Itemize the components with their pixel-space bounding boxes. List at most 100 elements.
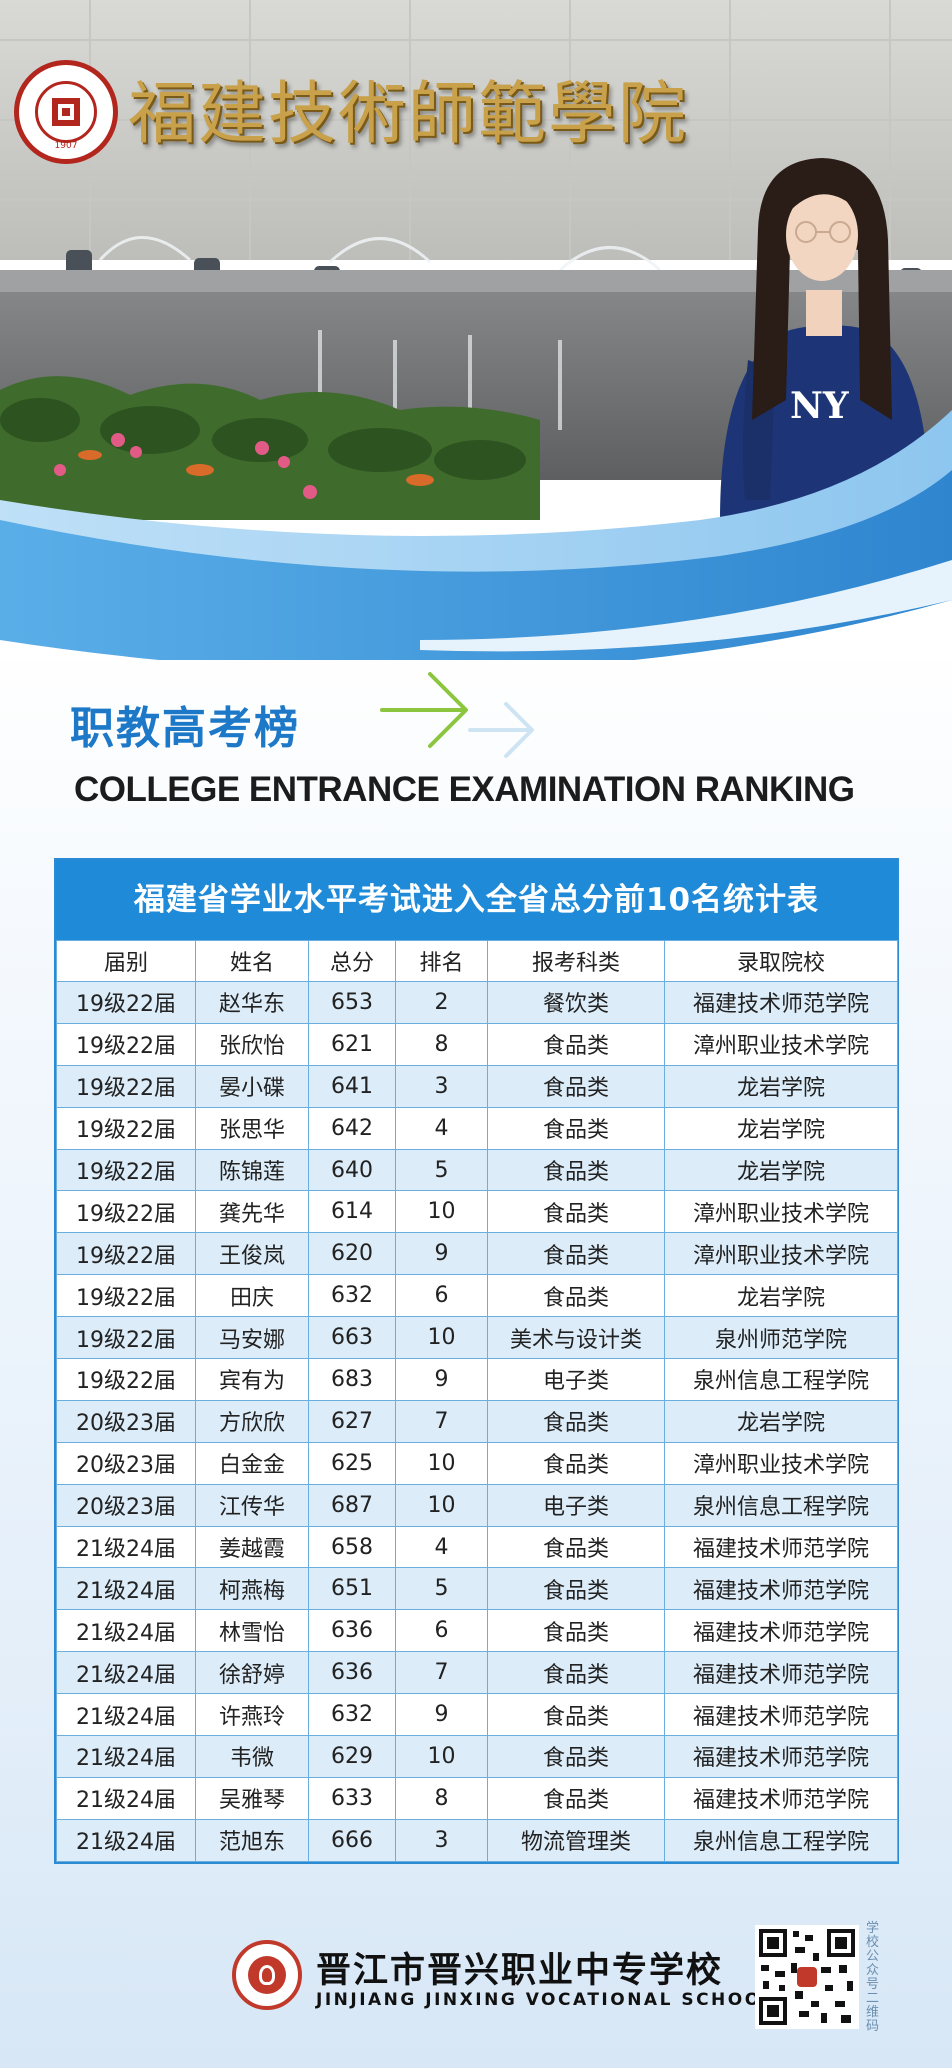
cell-total-score: 629 xyxy=(308,1735,396,1778)
cell-total-score: 636 xyxy=(308,1609,396,1653)
cell-rank: 9 xyxy=(395,1358,488,1401)
page-title-cn: 职教高考榜 xyxy=(70,703,300,754)
cell-rank: 8 xyxy=(395,1776,488,1820)
table-row: 19级22届 宾有为 683 9 电子类 泉州信息工程学院 xyxy=(56,1358,898,1401)
qr-code-icon[interactable] xyxy=(755,1925,859,2029)
cell-total-score: 632 xyxy=(308,1274,396,1318)
qr-code-label: 学校公众号二维码 xyxy=(866,1921,880,2034)
cell-name: 王俊岚 xyxy=(195,1232,309,1276)
table-row: 21级24届 林雪怡 636 6 食品类 福建技术师范学院 xyxy=(56,1609,898,1653)
cell-cohort: 21级24届 xyxy=(56,1609,196,1653)
cell-total-score: 687 xyxy=(308,1483,396,1527)
cell-rank: 10 xyxy=(395,1441,488,1485)
university-seal-icon: 1907 xyxy=(14,60,118,164)
cell-name: 龚先华 xyxy=(195,1190,309,1234)
cell-college: 漳州职业技术学院 xyxy=(664,1441,898,1485)
cell-rank: 10 xyxy=(395,1483,488,1527)
cell-cohort: 21级24届 xyxy=(56,1567,196,1611)
cell-rank: 2 xyxy=(395,981,488,1024)
cell-cohort: 20级23届 xyxy=(56,1441,196,1485)
cell-rank: 7 xyxy=(395,1651,488,1695)
cell-subject: 食品类 xyxy=(487,1776,665,1820)
cell-rank: 10 xyxy=(395,1735,488,1778)
cell-name: 江传华 xyxy=(195,1483,309,1527)
cell-total-score: 666 xyxy=(308,1818,396,1862)
cell-subject: 食品类 xyxy=(487,1693,665,1737)
cell-name: 徐舒婷 xyxy=(195,1651,309,1695)
cell-college: 泉州信息工程学院 xyxy=(664,1483,898,1527)
table-row: 21级24届 吴雅琴 633 8 食品类 福建技术师范学院 xyxy=(56,1776,898,1820)
cell-subject: 食品类 xyxy=(487,1022,665,1066)
cell-cohort: 19级22届 xyxy=(56,1274,196,1318)
cell-subject: 食品类 xyxy=(487,1441,665,1485)
school-name-cn: 晋江市晋兴职业中专学校 xyxy=(316,1951,724,1991)
cell-college: 龙岩学院 xyxy=(664,1106,898,1150)
cell-cohort: 21级24届 xyxy=(56,1651,196,1695)
cell-subject: 电子类 xyxy=(487,1358,665,1401)
cell-subject: 美术与设计类 xyxy=(487,1316,665,1360)
cell-subject: 食品类 xyxy=(487,1525,665,1569)
cell-name: 韦微 xyxy=(195,1735,309,1778)
ranking-table: 福建省学业水平考试进入全省总分前10名统计表 届别 姓名 总分 排名 报考科类 … xyxy=(54,858,899,1864)
table-row: 19级22届 晏小碟 641 3 食品类 龙岩学院 xyxy=(56,1064,898,1108)
cell-college: 福建技术师范学院 xyxy=(664,1609,898,1653)
cell-cohort: 21级24届 xyxy=(56,1693,196,1737)
svg-text:NY: NY xyxy=(790,385,850,427)
cell-total-score: 633 xyxy=(308,1776,396,1820)
cell-rank: 10 xyxy=(395,1316,488,1360)
header-name: 姓名 xyxy=(195,940,309,982)
table-row: 20级23届 江传华 687 10 电子类 泉州信息工程学院 xyxy=(56,1483,898,1527)
cell-subject: 电子类 xyxy=(487,1483,665,1527)
cell-college: 泉州师范学院 xyxy=(664,1316,898,1360)
seal-inner-ring xyxy=(35,81,97,143)
cell-cohort: 20级23届 xyxy=(56,1483,196,1527)
cell-name: 白金金 xyxy=(195,1441,309,1485)
school-emblem-icon xyxy=(232,1940,302,2010)
cell-college: 福建技术师范学院 xyxy=(664,1651,898,1695)
cell-name: 张思华 xyxy=(195,1106,309,1150)
cell-cohort: 19级22届 xyxy=(56,1106,196,1150)
table-body: 19级22届 赵华东 653 2 餐饮类 福建技术师范学院 19级22届 张欣怡 621 8 食品类… xyxy=(56,981,898,1862)
header-total-score: 总分 xyxy=(308,940,396,982)
cell-college: 福建技术师范学院 xyxy=(664,1567,898,1611)
table-row: 21级24届 姜越霞 658 4 食品类 福建技术师范学院 xyxy=(56,1525,898,1569)
table-row: 21级24届 范旭东 666 3 物流管理类 泉州信息工程学院 xyxy=(56,1818,898,1862)
cell-name: 许燕玲 xyxy=(195,1693,309,1737)
cell-total-score: 627 xyxy=(308,1399,396,1443)
cell-name: 吴雅琴 xyxy=(195,1776,309,1820)
cell-college: 漳州职业技术学院 xyxy=(664,1190,898,1234)
cell-college: 泉州信息工程学院 xyxy=(664,1818,898,1862)
header-college: 录取院校 xyxy=(664,940,898,982)
cell-cohort: 21级24届 xyxy=(56,1735,196,1778)
university-sign: 福建技術師範學院 xyxy=(128,75,689,154)
campus-photo-illustration: NY xyxy=(0,0,952,660)
table-row: 21级24届 许燕玲 632 9 食品类 福建技术师范学院 xyxy=(56,1693,898,1737)
cell-college: 福建技术师范学院 xyxy=(664,1776,898,1820)
cell-cohort: 19级22届 xyxy=(56,1190,196,1234)
cell-rank: 5 xyxy=(395,1148,488,1192)
cell-total-score: 614 xyxy=(308,1190,396,1234)
cell-total-score: 663 xyxy=(308,1316,396,1360)
cell-college: 泉州信息工程学院 xyxy=(664,1358,898,1401)
cell-total-score: 651 xyxy=(308,1567,396,1611)
cell-name: 姜越霞 xyxy=(195,1525,309,1569)
cell-rank: 3 xyxy=(395,1064,488,1108)
cell-subject: 食品类 xyxy=(487,1148,665,1192)
cell-total-score: 658 xyxy=(308,1525,396,1569)
table-title: 福建省学业水平考试进入全省总分前10名统计表 xyxy=(56,860,897,940)
cell-college: 漳州职业技术学院 xyxy=(664,1232,898,1276)
cell-college: 福建技术师范学院 xyxy=(664,1735,898,1778)
cell-name: 宾有为 xyxy=(195,1358,309,1401)
table-row: 20级23届 白金金 625 10 食品类 漳州职业技术学院 xyxy=(56,1441,898,1485)
cell-cohort: 19级22届 xyxy=(56,1064,196,1108)
cell-cohort: 19级22届 xyxy=(56,1358,196,1401)
seal-building-icon xyxy=(52,98,80,126)
school-name-en: JINJIANG JINXING VOCATIONAL SCHOOL xyxy=(316,1990,776,2010)
hero-photo: NY 1907 福建技術師範學院 xyxy=(0,0,952,660)
cell-cohort: 21级24届 xyxy=(56,1776,196,1820)
cell-subject: 餐饮类 xyxy=(487,981,665,1024)
cell-cohort: 19级22届 xyxy=(56,1148,196,1192)
cell-cohort: 20级23届 xyxy=(56,1399,196,1443)
ranking-grid: 届别 姓名 总分 排名 报考科类 录取院校 19级22届 赵华东 653 2 餐饮类 福建… xyxy=(56,940,898,1862)
cell-subject: 食品类 xyxy=(487,1232,665,1276)
